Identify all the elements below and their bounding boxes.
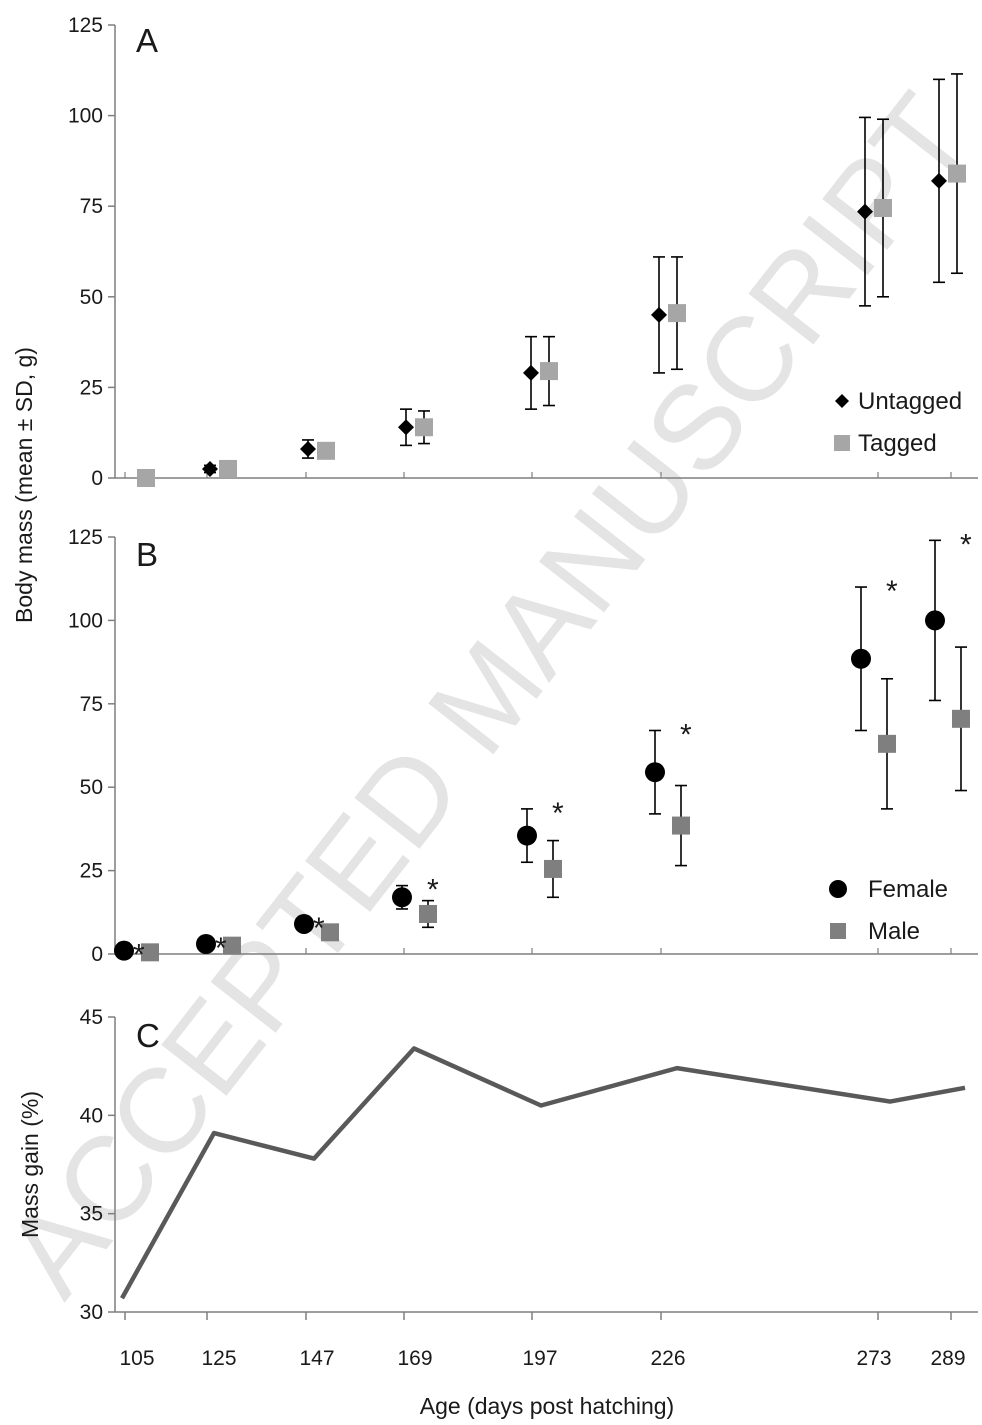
- data-point: [196, 933, 216, 954]
- y-tick-label: 0: [91, 467, 103, 490]
- data-point: [415, 418, 433, 437]
- significance-marker: *: [427, 874, 439, 907]
- data-point: [931, 172, 947, 189]
- legend-swatch: [834, 435, 850, 451]
- panel-c: 30 35 40 45 105 125 147 169 197 226 273 289 C Mass ga…: [17, 1006, 978, 1370]
- legend-swatch: [835, 394, 849, 408]
- y-tick-label: 30: [80, 1301, 103, 1324]
- x-tick-label: 169: [397, 1347, 432, 1370]
- significance-marker: *: [133, 939, 145, 972]
- significance-marker: *: [680, 718, 692, 751]
- x-tick-label: 147: [299, 1347, 334, 1370]
- data-point: [645, 762, 665, 783]
- series-tagged: [137, 73, 966, 487]
- y-tick-label: 100: [68, 609, 103, 632]
- y-tick-label: 125: [68, 14, 103, 37]
- data-point: [523, 364, 539, 381]
- legend-label: Tagged: [858, 430, 937, 457]
- data-point: [398, 419, 414, 436]
- data-point: [202, 460, 218, 477]
- significance-marker: *: [215, 932, 227, 965]
- y-tick-label: 125: [68, 526, 103, 549]
- legend: Untagged Tagged: [834, 388, 962, 457]
- significance-marker: *: [886, 575, 898, 608]
- significance-marker: *: [552, 797, 564, 830]
- x-axis-title: Age (days post hatching): [420, 1393, 674, 1419]
- y-tick-label: 100: [68, 105, 103, 128]
- y-tick-label: 50: [80, 776, 103, 799]
- data-point: [300, 441, 316, 458]
- data-point: [419, 904, 437, 923]
- legend-swatch: [829, 880, 847, 898]
- series-untagged: [202, 78, 947, 477]
- panel-letter: B: [136, 536, 158, 573]
- data-point: [321, 923, 339, 942]
- legend-label: Male: [868, 918, 920, 945]
- plot-layer: 0 25 50 75 100 125 A Untagged Tagged 0 25 50 75 100 12…: [17, 14, 978, 1370]
- y-tick-label: 40: [80, 1104, 103, 1127]
- x-tick-label: 289: [930, 1347, 965, 1370]
- panel-letter: C: [136, 1017, 160, 1054]
- data-point: [141, 943, 159, 962]
- y-tick-label: 50: [80, 286, 103, 309]
- y-axis-title-mass-gain: Mass gain (%): [17, 1091, 43, 1238]
- data-point: [137, 469, 155, 487]
- y-axis-shared-title: Body mass (mean ± SD, g): [11, 347, 37, 623]
- data-point: [874, 199, 892, 218]
- data-point: [668, 304, 686, 323]
- data-point: [544, 859, 562, 878]
- legend-label: Female: [868, 876, 948, 903]
- x-tick-label: 125: [201, 1347, 236, 1370]
- data-point: [317, 441, 335, 460]
- data-point: [392, 887, 412, 908]
- data-point: [517, 825, 537, 846]
- watermark-text: ACCEPTED MANUSCRIPT: [0, 70, 982, 1319]
- data-point: [114, 940, 134, 961]
- y-tick-label: 35: [80, 1203, 103, 1226]
- data-point: [672, 816, 690, 835]
- data-point: [857, 203, 873, 220]
- significance-marker: *: [313, 912, 325, 945]
- legend-label: Untagged: [858, 388, 962, 415]
- series-line-mass-gain: [120, 1046, 966, 1300]
- data-point: [219, 459, 237, 478]
- series-female: [114, 539, 945, 961]
- x-tick-label: 197: [522, 1347, 557, 1370]
- y-tick-label: 75: [80, 693, 103, 716]
- panel-letter: A: [136, 22, 158, 59]
- series-male: [141, 646, 970, 962]
- data-point: [952, 709, 970, 728]
- data-point: [294, 913, 314, 934]
- x-tick-label: 273: [856, 1347, 891, 1370]
- panel-b: 0 25 50 75 100 125 B * * * * * * * * Female Male: [68, 526, 978, 972]
- x-tick-label: 226: [650, 1347, 685, 1370]
- x-tick-label: 105: [119, 1347, 154, 1370]
- data-point: [878, 734, 896, 753]
- y-tick-label: 75: [80, 195, 103, 218]
- data-point: [651, 306, 667, 323]
- data-point: [851, 648, 871, 669]
- legend: Female Male: [829, 876, 948, 945]
- y-tick-label: 25: [80, 376, 103, 399]
- legend-swatch: [830, 923, 846, 939]
- data-point: [540, 362, 558, 381]
- significance-marker: *: [960, 528, 972, 561]
- y-tick-label: 25: [80, 860, 103, 883]
- data-point: [223, 936, 241, 955]
- data-point: [948, 164, 966, 183]
- y-tick-label: 45: [80, 1006, 103, 1029]
- data-point: [925, 610, 945, 631]
- panel-a: 0 25 50 75 100 125 A Untagged Tagged: [68, 14, 978, 490]
- y-tick-label: 0: [91, 943, 103, 966]
